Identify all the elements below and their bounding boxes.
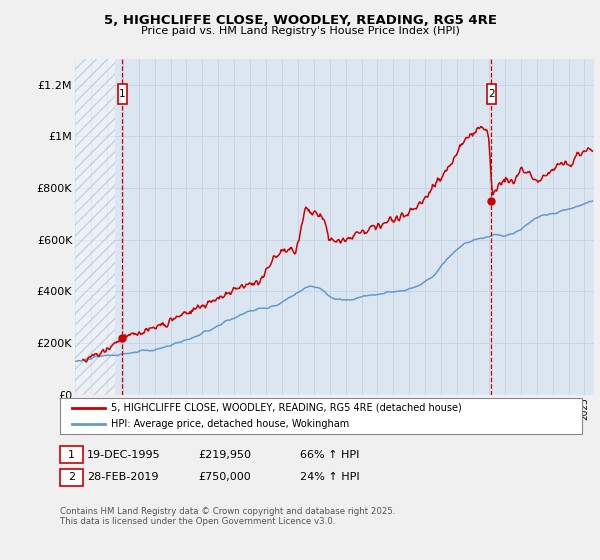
Text: £219,950: £219,950 [198,450,251,460]
Text: 24% ↑ HPI: 24% ↑ HPI [300,472,359,482]
Text: 28-FEB-2019: 28-FEB-2019 [87,472,158,482]
Text: 66% ↑ HPI: 66% ↑ HPI [300,450,359,460]
Text: 1: 1 [119,89,125,99]
Text: 5, HIGHCLIFFE CLOSE, WOODLEY, READING, RG5 4RE: 5, HIGHCLIFFE CLOSE, WOODLEY, READING, R… [104,14,497,27]
Text: HPI: Average price, detached house, Wokingham: HPI: Average price, detached house, Woki… [111,419,349,429]
Text: 2: 2 [488,89,495,99]
Text: 1: 1 [68,450,75,460]
Text: £750,000: £750,000 [198,472,251,482]
Text: 5, HIGHCLIFFE CLOSE, WOODLEY, READING, RG5 4RE (detached house): 5, HIGHCLIFFE CLOSE, WOODLEY, READING, R… [111,403,462,413]
Text: Contains HM Land Registry data © Crown copyright and database right 2025.
This d: Contains HM Land Registry data © Crown c… [60,507,395,526]
FancyBboxPatch shape [118,85,127,104]
FancyBboxPatch shape [487,85,496,104]
Text: Price paid vs. HM Land Registry's House Price Index (HPI): Price paid vs. HM Land Registry's House … [140,26,460,36]
Bar [75,59,115,395]
Text: 19-DEC-1995: 19-DEC-1995 [87,450,161,460]
Text: 2: 2 [68,472,75,482]
